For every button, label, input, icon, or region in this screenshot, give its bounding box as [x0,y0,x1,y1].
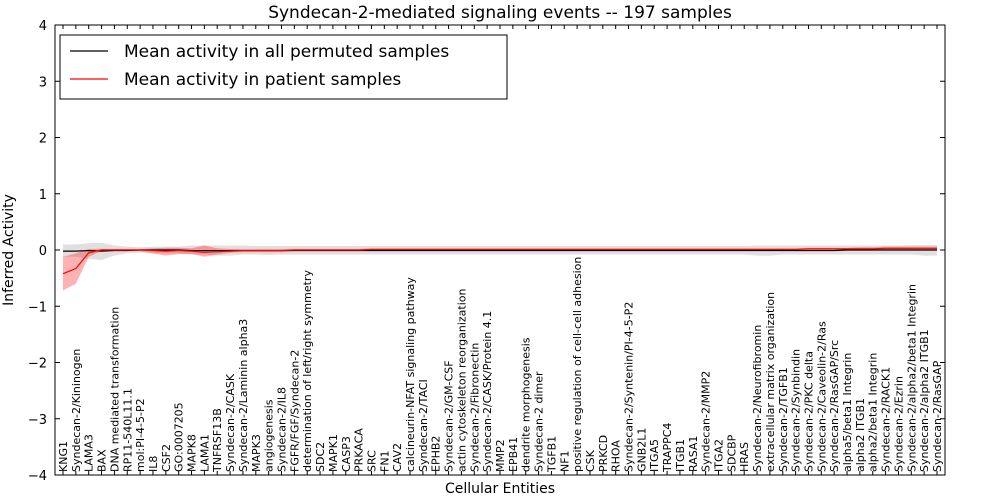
x-category-label: Syndecan-2/Neurofibromin [751,325,764,472]
legend: Mean activity in all permuted samples Me… [59,34,508,100]
x-category-label: CASP3 [340,436,353,472]
x-category-label: Syndecan-2/Laminin alpha3 [237,319,250,472]
x-category-label: Syndecan-2/GM-CSF [443,360,456,472]
x-category-label: Syndecan-2/Caveolin-2/Ras [815,321,828,472]
x-category-label: SDCBP [725,434,738,472]
x-category-label: Syndecan-2/TACI [417,379,430,472]
y-tick-label: 3 [39,75,47,90]
x-category-label: ITGB1 [674,439,687,472]
x-category-label: ITGA2 [713,439,726,472]
x-category-label: alpha2/beta1 Integrin [867,353,880,472]
x-category-label: GO:0007205 [173,402,186,472]
x-category-label: MAPK3 [250,434,263,472]
x-category-label: SRC [365,450,378,472]
x-axis-ticks: KNG1 Syndecan-2/Kininogen LAMA3 BAX DNA medi… [57,25,944,475]
x-category-label: NF1 [558,450,571,472]
x-category-label: actin cytoskeleton reorganization [455,288,468,472]
y-axis-ticks: 4 3 2 1 0 −1 −2 −3 −4 [28,19,945,484]
x-category-label: MAPK1 [327,434,340,472]
x-category-label: Syndecan-2/Syntenin/PI-4-5-P2 [623,302,636,472]
x-category-label: GNB2L1 [635,428,648,472]
x-category-label: Syndecan-2/alpha2/beta1 Integrin [905,284,918,472]
x-category-label: calcineurin-NFAT signaling pathway [404,277,417,472]
legend-box [59,34,508,100]
x-category-label: RHOA [610,440,623,472]
x-category-label: DNA mediated transformation [108,307,121,472]
x-category-label: Syndecan-2/CASK/Protein 4.1 [481,311,494,472]
x-category-label: Syndecan-2/Kininogen [70,349,83,472]
x-category-label: PRKACA [353,428,366,472]
y-tick-label: 0 [39,244,47,259]
x-category-label: IL8 [147,456,160,472]
x-category-label: angiogenesis [263,399,276,472]
x-category-label: LAMA3 [83,434,96,472]
legend-label-patient: Mean activity in patient samples [124,70,401,90]
x-category-label: Syndecan-2/Fibronectin [468,343,481,472]
x-category-label: Syndecan-2/alpha2 ITGB1 [918,329,931,472]
x-category-label: Syndecan-2/RasGAP [931,360,944,472]
x-category-label: MMP2 [494,439,507,472]
x-category-label: KNG1 [57,441,70,472]
x-category-label: dendrite morphogenesis [520,337,533,472]
y-axis-label: Inferred Activity [1,194,17,306]
x-category-label: Syndecan-2/MMP2 [700,371,713,472]
x-category-label: positive regulation of cell-cell adhesio… [571,257,584,472]
x-category-label: TRAPPC4 [661,423,674,473]
x-category-label: determination of left/right symmetry [301,270,314,472]
x-category-label: EPB41 [507,437,520,472]
x-category-label: SDC2 [314,442,327,472]
x-category-label: Syndecan-2/PKC delta [802,351,815,472]
x-category-label: RP11-540L11.1 [121,388,134,472]
x-category-label: Syndecan-2 dimer [533,371,546,472]
x-category-label: Syndecan-2/CASK [224,373,237,472]
x-category-label: Syndecan-2/Synbindin [790,349,803,472]
y-tick-label: 2 [39,132,47,147]
x-category-label: Syndecan-2/RasGAP/Src [828,340,841,472]
y-tick-label: −3 [28,413,47,428]
x-category-label: BAX [96,449,109,472]
x-category-label: CAV2 [391,443,404,472]
x-category-label: alpha5/beta1 Integrin [841,353,854,472]
x-category-label: TNFRSF13B [211,408,224,473]
x-category-label: Syndecan-2/Ezrin [892,376,905,472]
series-lines [62,247,937,275]
x-category-label: RASA1 [687,436,700,472]
x-axis-label: Cellular Entities [445,481,555,497]
x-category-label: alpha2 ITGB1 [854,398,867,472]
x-category-label: FN1 [378,450,391,472]
x-category-label: HRAS [738,442,751,472]
x-category-label: Syndecan-2/RACK1 [880,367,893,472]
x-category-label: mol:PI-4-5-P2 [134,398,147,472]
series-line-permuted [63,249,937,252]
x-category-label: EPHB2 [430,436,443,472]
x-category-label: PRKCD [597,435,610,472]
x-category-label: FGFR/FGF/Syndecan-2 [288,350,301,472]
y-tick-label: 4 [39,19,47,34]
y-tick-label: −2 [28,357,47,372]
chart-title: Syndecan-2-mediated signaling events -- … [268,3,732,23]
x-category-label: Syndecan-2/TGFB1 [777,367,790,472]
x-category-label: MAPK8 [186,434,199,472]
series-line-patient [62,247,937,275]
band-permuted [63,242,937,261]
y-tick-label: 1 [39,188,47,203]
y-tick-label: −4 [28,469,47,484]
x-category-label: CSK [584,449,597,472]
x-category-label: extracellular matrix organization [764,292,777,472]
x-category-label: LAMA1 [198,434,211,472]
x-category-label: ITGA5 [648,439,661,472]
y-tick-label: −1 [28,300,47,315]
x-category-label: TGFB1 [545,436,558,473]
x-category-label: Syndecan-2/IL8 [276,387,289,472]
legend-label-permuted: Mean activity in all permuted samples [124,42,449,62]
x-category-label: CSF2 [160,444,173,472]
